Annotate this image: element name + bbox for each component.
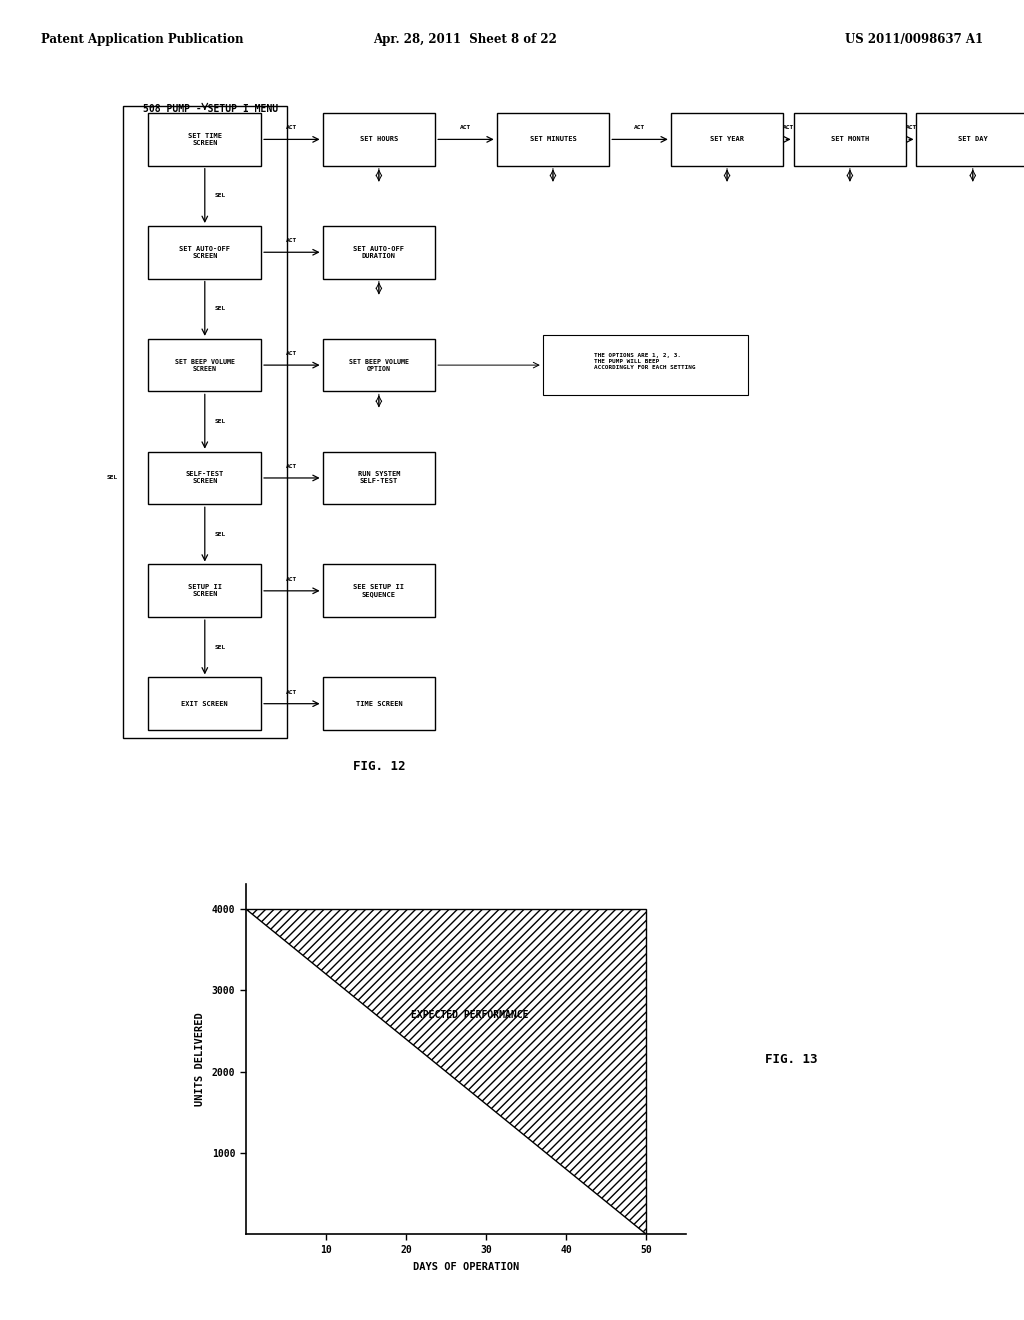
Bar	[323, 226, 435, 279]
Text: ACT: ACT	[635, 125, 645, 131]
Bar	[148, 226, 261, 279]
Text: SET TIME
SCREEN: SET TIME SCREEN	[187, 133, 222, 147]
Text: Apr. 28, 2011  Sheet 8 of 22: Apr. 28, 2011 Sheet 8 of 22	[373, 33, 557, 46]
X-axis label: DAYS OF OPERATION: DAYS OF OPERATION	[413, 1262, 519, 1271]
Text: RUN SYSTEM
SELF-TEST: RUN SYSTEM SELF-TEST	[357, 471, 400, 484]
Text: ACT: ACT	[287, 351, 297, 356]
Bar	[916, 114, 1024, 166]
Text: SEL: SEL	[215, 418, 226, 424]
Text: EXIT SCREEN: EXIT SCREEN	[181, 701, 228, 706]
Text: ACT: ACT	[783, 125, 794, 131]
Bar	[148, 114, 261, 166]
Text: SEL: SEL	[215, 532, 226, 537]
Text: SET AUTO-OFF
SCREEN: SET AUTO-OFF SCREEN	[179, 246, 230, 259]
Bar	[543, 335, 748, 395]
Text: ACT: ACT	[287, 238, 297, 243]
Text: Patent Application Publication: Patent Application Publication	[41, 33, 244, 46]
Text: FIG. 13: FIG. 13	[765, 1053, 818, 1065]
Text: SEL: SEL	[215, 644, 226, 649]
Bar	[323, 565, 435, 618]
Bar	[148, 451, 261, 504]
Bar	[323, 114, 435, 166]
Bar	[323, 451, 435, 504]
Bar	[323, 339, 435, 392]
Text: TIME SCREEN: TIME SCREEN	[355, 701, 402, 706]
Bar	[148, 339, 261, 392]
Text: SET MINUTES: SET MINUTES	[529, 136, 577, 143]
Text: SET DAY: SET DAY	[957, 136, 988, 143]
Text: SET BEEP VOLUME
OPTION: SET BEEP VOLUME OPTION	[349, 359, 409, 372]
Text: SEL: SEL	[215, 306, 226, 312]
Text: SEL: SEL	[215, 193, 226, 198]
Text: ACT: ACT	[906, 125, 916, 131]
Text: SET MONTH: SET MONTH	[830, 136, 869, 143]
Bar	[671, 114, 783, 166]
Polygon shape	[246, 908, 646, 1234]
Text: FIG. 12: FIG. 12	[352, 760, 406, 774]
Text: ACT: ACT	[287, 125, 297, 131]
Bar	[794, 114, 906, 166]
Text: SETUP II
SCREEN: SETUP II SCREEN	[187, 585, 222, 598]
Text: THE OPTIONS ARE 1, 2, 3.
THE PUMP WILL BEEP
ACCORDINGLY FOR EACH SETTING: THE OPTIONS ARE 1, 2, 3. THE PUMP WILL B…	[594, 352, 696, 370]
Text: SET YEAR: SET YEAR	[710, 136, 744, 143]
Text: 508 PUMP - SETUP I MENU: 508 PUMP - SETUP I MENU	[143, 104, 279, 115]
Text: SET AUTO-OFF
DURATION: SET AUTO-OFF DURATION	[353, 246, 404, 259]
Text: ACT: ACT	[287, 577, 297, 582]
Text: SET HOURS: SET HOURS	[359, 136, 398, 143]
Bar	[148, 565, 261, 618]
Bar	[148, 677, 261, 730]
Text: US 2011/0098637 A1: US 2011/0098637 A1	[845, 33, 983, 46]
Text: ACT: ACT	[287, 689, 297, 694]
Bar	[323, 677, 435, 730]
Text: EXPECTED PERFORMANCE: EXPECTED PERFORMANCE	[412, 1010, 528, 1019]
Bar	[123, 106, 287, 738]
Y-axis label: UNITS DELIVERED: UNITS DELIVERED	[195, 1012, 205, 1106]
Text: SELF-TEST
SCREEN: SELF-TEST SCREEN	[185, 471, 224, 484]
Text: ACT: ACT	[461, 125, 471, 131]
Text: SEL: SEL	[106, 475, 118, 480]
Text: ACT: ACT	[287, 463, 297, 469]
Text: SET BEEP VOLUME
SCREEN: SET BEEP VOLUME SCREEN	[175, 359, 234, 372]
Text: SEE SETUP II
SEQUENCE: SEE SETUP II SEQUENCE	[353, 585, 404, 598]
Bar	[497, 114, 609, 166]
